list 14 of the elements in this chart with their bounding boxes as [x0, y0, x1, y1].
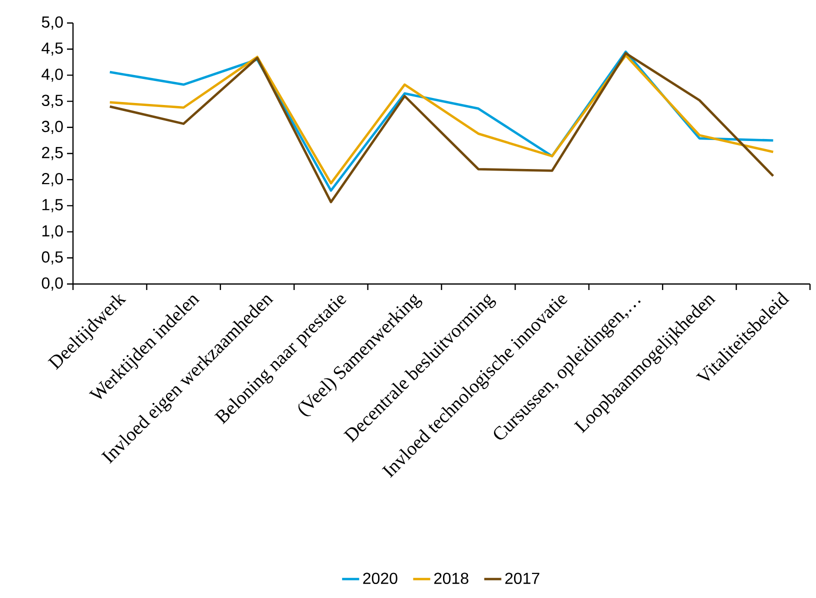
y-tick-label: 0,5: [42, 251, 63, 265]
y-tick-label: 2,5: [42, 146, 63, 160]
y-tick-label: 5,0: [42, 16, 63, 30]
y-tick-label: 4,5: [42, 42, 63, 56]
y-tick-label: 1,5: [42, 199, 63, 212]
legend-label: 2020: [363, 572, 398, 584]
legend-label: 2017: [505, 572, 540, 584]
y-tick-label: 3,0: [42, 120, 63, 134]
legend-label: 2018: [434, 572, 468, 584]
y-tick-label: 3,5: [42, 94, 63, 108]
y-tick-label: 1,0: [42, 225, 63, 238]
y-tick-label: 2,0: [42, 173, 63, 186]
y-tick-label: 4,0: [42, 68, 63, 82]
y-tick-label: 0,0: [42, 277, 63, 291]
